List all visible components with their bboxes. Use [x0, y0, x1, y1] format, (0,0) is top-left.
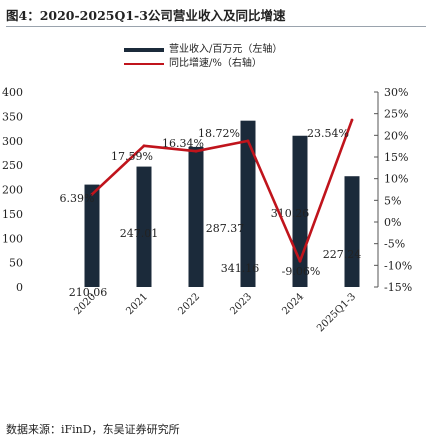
growth-point-2024: [298, 259, 302, 263]
right-axis-ticks: -15% -10% -5% 0% 5% 10% 15% 20% 25% 30%: [374, 86, 412, 294]
line-label-2025Q1-3: 23.54%: [307, 127, 349, 140]
chart-legend: 营业收入/百万元（左轴） 同比增速/%（右轴）: [124, 43, 282, 71]
left-tick-350: 350: [2, 110, 23, 123]
bar-label-2021: 247.01: [120, 227, 159, 240]
bar-label-2025Q1-3: 227.24: [323, 248, 362, 261]
legend-bar-swatch: [124, 48, 164, 52]
growth-point-2023: [246, 139, 250, 143]
line-label-2021: 17.59%: [111, 150, 153, 163]
title-divider: [6, 26, 426, 27]
line-label-2023: 18.72%: [198, 127, 240, 140]
legend-label-growth: 同比增速/%（右轴）: [169, 58, 262, 69]
growth-point-2025Q1-3: [350, 118, 354, 122]
bar-2023: [240, 120, 256, 287]
right-tick-30%: 30%: [384, 86, 408, 99]
x-tick-2024: 2024: [280, 291, 306, 317]
left-tick-0: 0: [16, 281, 23, 294]
right-tick--5%: -5%: [384, 238, 405, 251]
left-axis-ticks: 0 50 100 150 200 250 300 350 400: [2, 86, 23, 294]
legend-item-growth: 同比增速/%（右轴）: [124, 57, 282, 71]
legend-item-revenue: 营业收入/百万元（左轴）: [124, 43, 282, 57]
right-tick-15%: 15%: [384, 151, 408, 164]
bar-2021: [136, 166, 152, 287]
right-tick-5%: 5%: [384, 194, 401, 207]
right-tick-0%: 0%: [384, 216, 401, 229]
left-tick-250: 250: [2, 159, 23, 172]
right-tick-20%: 20%: [384, 129, 408, 142]
line-label-2020: 6.39%: [60, 192, 95, 205]
left-tick-50: 50: [9, 257, 23, 270]
bar-series: [84, 120, 360, 287]
x-tick-2023: 2023: [228, 291, 254, 317]
line-label-2024: -9.06%: [282, 265, 321, 278]
bar-2025Q1-3: [344, 176, 360, 287]
line-series: [90, 118, 354, 263]
legend-label-revenue: 营业收入/百万元（左轴）: [169, 44, 283, 55]
right-tick-10%: 10%: [384, 173, 408, 186]
bar-label-2023: 341.16: [221, 262, 260, 275]
left-tick-200: 200: [2, 184, 23, 197]
left-tick-300: 300: [2, 135, 23, 148]
growth-line: [91, 119, 354, 263]
right-tick-25%: 25%: [384, 108, 408, 121]
growth-point-2020: [90, 192, 94, 196]
right-tick--15%: -15%: [384, 281, 412, 294]
legend-line-swatch: [124, 63, 164, 65]
line-label-2022: 16.34%: [162, 137, 204, 150]
growth-point-2021: [142, 144, 146, 148]
figure-source: 数据来源：iFinD，东吴证券研究所: [6, 423, 180, 436]
bar-label-2022: 287.37: [206, 222, 245, 235]
x-tick-2025Q1-3: 2025Q1-3: [315, 291, 358, 334]
growth-point-2022: [194, 149, 198, 153]
figure-title: 图4：2020-2025Q1-3公司营业收入及同比增速: [6, 8, 286, 23]
x-axis-ticks: 2020 2021 2022 2023 2024 2025Q1-3: [72, 291, 358, 334]
x-tick-2022: 2022: [176, 291, 202, 317]
x-tick-2021: 2021: [124, 291, 150, 317]
line-value-labels: 6.39% 17.59% 16.34%18.72% -9.06% 23.54%: [60, 127, 349, 278]
bar-2020: [84, 184, 100, 287]
bar-label-2020: 210.06: [69, 286, 108, 299]
left-tick-400: 400: [2, 86, 23, 99]
right-tick--10%: -10%: [384, 259, 412, 272]
left-tick-150: 150: [2, 208, 23, 221]
left-tick-100: 100: [2, 232, 23, 245]
bar-2022: [188, 146, 204, 287]
